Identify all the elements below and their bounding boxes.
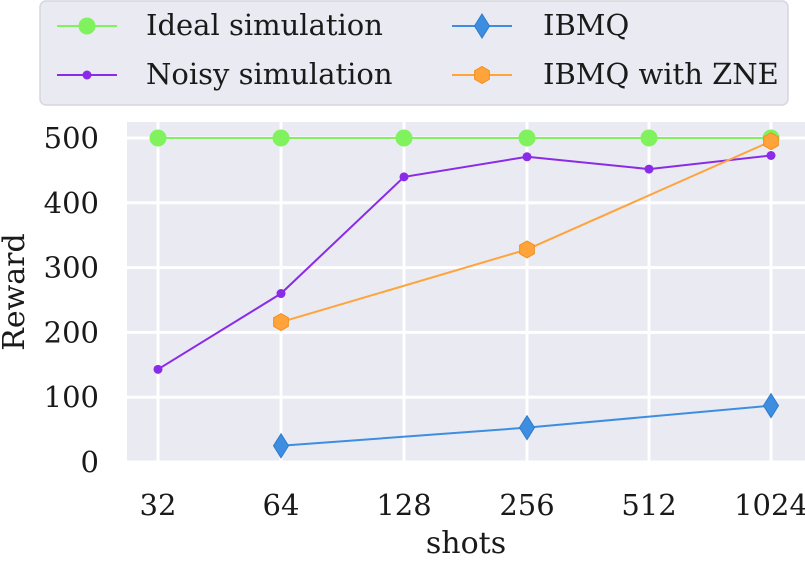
data-point xyxy=(518,414,536,441)
data-point xyxy=(272,432,290,459)
data-point xyxy=(522,152,532,162)
legend-label: IBMQ xyxy=(543,8,629,42)
series-0 xyxy=(149,129,780,147)
x-axis-label: shots xyxy=(426,526,506,561)
legend-swatch-marker xyxy=(473,13,491,39)
data-point xyxy=(273,312,289,332)
data-point xyxy=(399,172,409,182)
plot-background xyxy=(127,122,805,462)
legend-swatch-marker xyxy=(78,17,96,35)
y-tick-label: 100 xyxy=(44,380,99,414)
data-point xyxy=(519,240,535,259)
x-tick-label: 32 xyxy=(140,488,177,522)
y-axis-label: Reward xyxy=(0,233,32,350)
legend-swatch-marker xyxy=(82,70,92,80)
data-point xyxy=(272,129,290,147)
legend-item: Noisy simulation xyxy=(57,57,393,91)
data-point xyxy=(762,392,780,419)
data-point xyxy=(276,289,286,299)
legend-item: Ideal simulation xyxy=(57,8,383,42)
data-point xyxy=(766,150,776,160)
legend-item: IBMQ xyxy=(452,8,629,42)
y-tick-label: 500 xyxy=(44,121,99,155)
data-point xyxy=(644,164,654,174)
x-tick-label: 256 xyxy=(499,488,554,522)
legend-label: Noisy simulation xyxy=(146,57,393,91)
x-tick-label: 64 xyxy=(263,488,300,522)
series-layer xyxy=(149,129,780,459)
legend-label: IBMQ with ZNE xyxy=(543,57,779,91)
series-line xyxy=(157,154,772,371)
data-point xyxy=(149,129,167,147)
x-tick-label: 1024 xyxy=(734,488,805,522)
legend-label: Ideal simulation xyxy=(146,8,383,42)
series-2 xyxy=(272,392,780,459)
x-tick-label: 512 xyxy=(621,488,676,522)
legend-box xyxy=(39,0,789,106)
legend-item: IBMQ with ZNE xyxy=(452,57,779,91)
legend: Ideal simulation Noisy simulation IBMQ IBMQ… xyxy=(39,0,789,106)
data-point xyxy=(153,364,163,374)
series-1 xyxy=(153,150,776,374)
y-tick-label: 400 xyxy=(44,186,99,220)
legend-swatch-marker xyxy=(474,65,490,85)
x-tick-labels: 32 64 128 256 512 1024 xyxy=(140,488,805,522)
data-point xyxy=(518,129,536,147)
y-tick-label: 200 xyxy=(44,315,99,349)
data-point xyxy=(763,132,779,151)
data-point xyxy=(395,129,413,147)
y-tick-label: 0 xyxy=(81,445,99,479)
x-tick-label: 128 xyxy=(376,488,431,522)
y-tick-labels: 0 100 200 300 400 500 xyxy=(44,121,99,479)
y-tick-label: 300 xyxy=(44,251,99,285)
data-point xyxy=(640,129,658,147)
series-3 xyxy=(273,132,779,332)
